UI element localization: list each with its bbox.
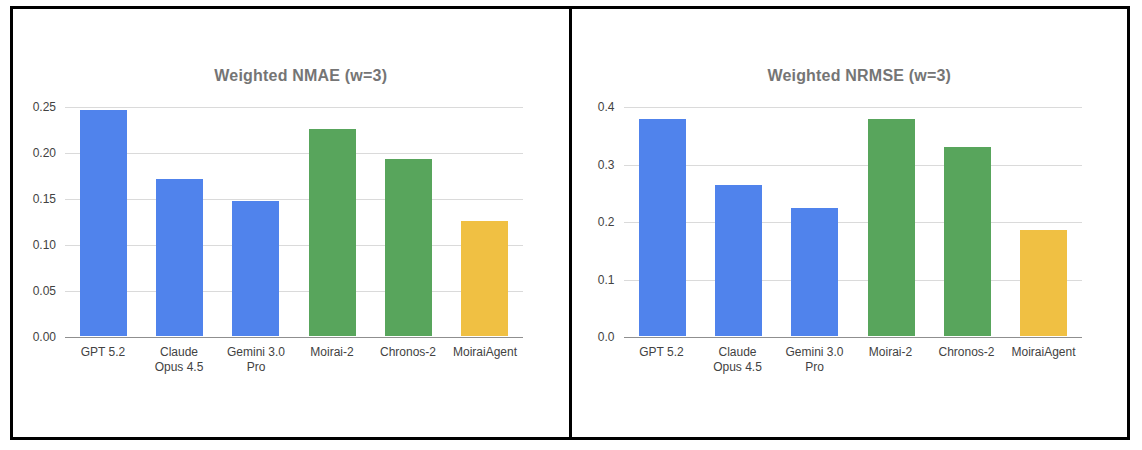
gridline [624,280,1082,281]
y-tick-label: 0.20 [13,146,56,160]
x-category-label-line: MoiraiAgent [439,345,531,360]
gridline [624,165,1082,166]
bar-claude-opus-4-5 [156,179,203,336]
gridline [624,107,1082,108]
bar-chronos-2 [385,159,432,336]
gridline [624,222,1082,223]
y-tick-label: 0.15 [13,192,56,206]
bar-gemini-3-0-pro [791,208,838,336]
x-category-label: MoiraiAgent [998,345,1090,360]
plot-area [624,107,1082,337]
plot-area [65,107,523,337]
y-tick-label: 0.4 [572,100,615,114]
gridline [65,107,523,108]
bar-moirai-2 [309,129,356,336]
x-axis-baseline [65,337,523,338]
bar-chronos-2 [944,147,991,336]
y-tick-label: 0.10 [13,238,56,252]
bar-gpt-5-2 [80,110,127,336]
bar-moirai-2 [868,119,915,336]
gridline [65,153,523,154]
y-tick-label: 0.05 [13,284,56,298]
x-axis-baseline [624,337,1082,338]
y-tick-label: 0.25 [13,100,56,114]
bar-gpt-5-2 [639,119,686,336]
two-cell-table-frame: Weighted NMAE (w=3) 0.000.050.100.150.20… [10,6,1130,440]
gridline [65,245,523,246]
bar-moiraiagent [461,221,508,336]
nmae-chart-title: Weighted NMAE (w=3) [43,67,559,85]
gridline [65,199,523,200]
y-tick-label: 0.1 [572,273,615,287]
x-category-label-line: Pro [210,360,302,375]
nmae-chart[interactable]: Weighted NMAE (w=3) 0.00 0.05 0.10 0.15 0.20… [13,9,569,437]
bar-claude-opus-4-5 [715,185,762,336]
nrmse-chart[interactable]: Weighted NRMSE (w=3) 0.00.10.20.30.4GPT … [569,9,1128,437]
y-tick-label: 0.2 [572,215,615,229]
y-tick-label: 0.0 [572,330,615,344]
x-category-label-line: MoiraiAgent [998,345,1090,360]
x-category-label-line: Pro [769,360,861,375]
y-tick-label: 0.3 [572,158,615,172]
x-category-label: MoiraiAgent [439,345,531,360]
gridline [65,291,523,292]
y-tick-label: 0.00 [13,330,56,344]
nrmse-chart-title: Weighted NRMSE (w=3) [602,67,1118,85]
bar-gemini-3-0-pro [232,201,279,336]
bar-moiraiagent [1020,230,1067,336]
